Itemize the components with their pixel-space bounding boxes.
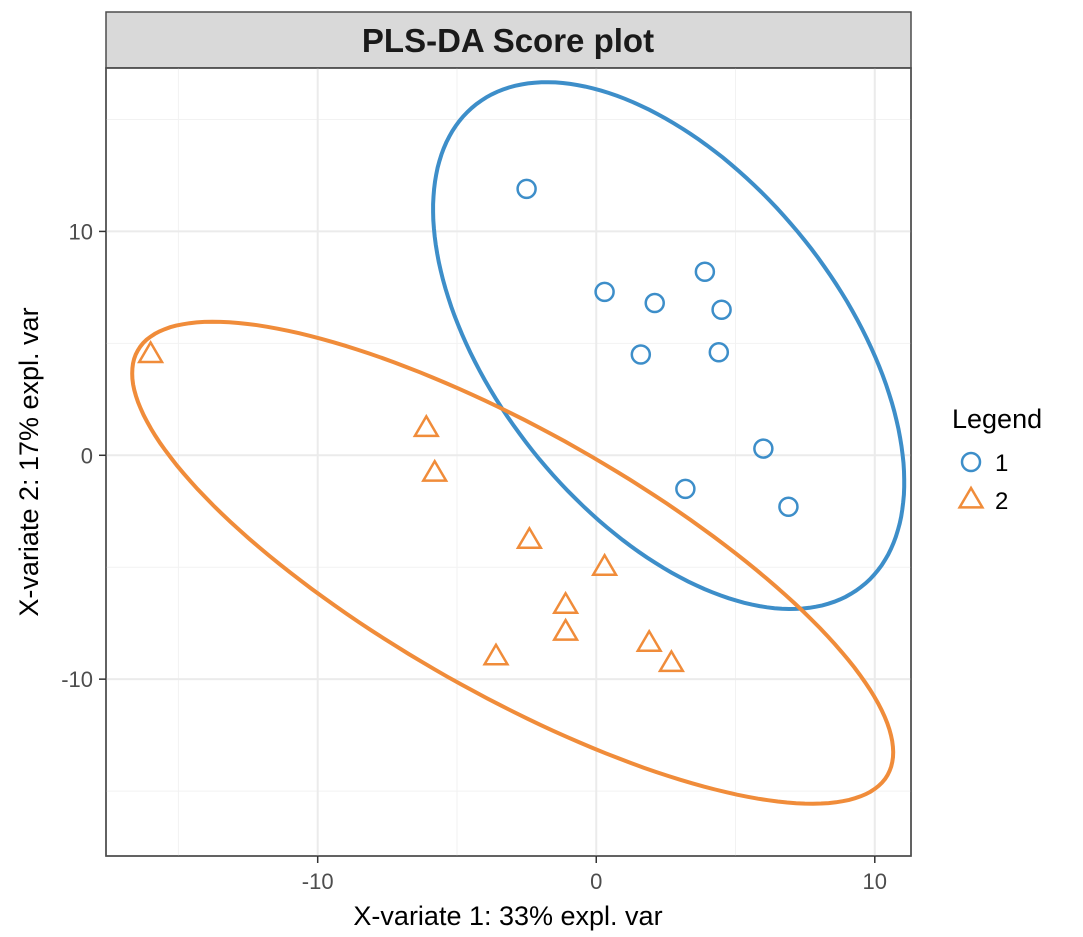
chart-title: PLS-DA Score plot — [362, 22, 654, 59]
ellipse-group-2 — [130, 319, 896, 806]
point-group-1 — [516, 178, 537, 200]
point-group-2 — [635, 628, 663, 653]
plot-panel — [105, 67, 912, 857]
legend-title: Legend — [952, 404, 1042, 434]
point-group-2 — [421, 458, 449, 482]
x-tick-label: 0 — [590, 869, 602, 894]
x-axis-ticks: -10 0 10 — [302, 856, 887, 894]
point-group-2 — [657, 649, 685, 673]
data-points — [137, 178, 799, 673]
legend-label-1: 1 — [995, 450, 1008, 477]
point-group-1 — [644, 292, 665, 314]
point-group-1 — [708, 342, 730, 363]
point-group-1 — [694, 261, 716, 282]
point-group-2 — [137, 340, 165, 364]
legend-key-2 — [957, 485, 985, 509]
point-group-2 — [515, 525, 543, 550]
y-axis-title: X-variate 2: 17% expl. var — [14, 307, 44, 616]
x-axis-title: X-variate 1: 33% expl. var — [353, 901, 662, 931]
y-tick-label: 0 — [81, 443, 93, 468]
point-group-2 — [482, 642, 510, 666]
y-axis-ticks: -10 0 10 — [61, 219, 106, 692]
grid-lines — [106, 68, 911, 856]
legend-key-1 — [960, 451, 982, 473]
point-group-2 — [552, 590, 580, 614]
point-group-1 — [630, 344, 652, 365]
legend: Legend 12 — [952, 404, 1042, 515]
ellipse-group-1 — [431, 80, 907, 612]
point-group-1 — [594, 281, 615, 303]
legend-items: 12 — [957, 450, 1008, 515]
confidence-ellipses — [130, 80, 907, 806]
point-group-1 — [753, 438, 774, 459]
point-group-2 — [591, 552, 619, 576]
point-group-2 — [412, 413, 440, 438]
point-group-1 — [675, 478, 696, 500]
y-tick-label: -10 — [61, 667, 93, 692]
x-tick-label: -10 — [302, 869, 334, 894]
title-strip — [105, 11, 912, 69]
x-tick-label: 10 — [863, 869, 887, 894]
plot-panel-border — [105, 67, 912, 857]
point-group-1 — [778, 496, 799, 518]
point-group-1 — [711, 299, 732, 321]
point-group-2 — [552, 617, 580, 641]
legend-label-2: 2 — [995, 488, 1008, 515]
y-tick-label: 10 — [69, 219, 93, 244]
